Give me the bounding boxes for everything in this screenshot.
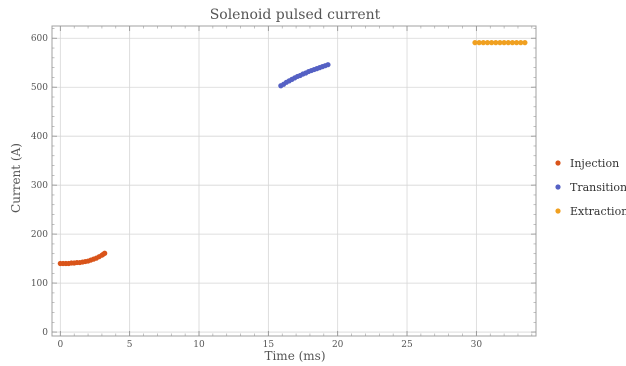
y-tick-label: 200 xyxy=(31,230,48,240)
data-point-transition xyxy=(325,62,331,68)
x-tick-label: 5 xyxy=(127,340,133,350)
data-point-extraction xyxy=(489,40,495,46)
legend-label-injection: Injection xyxy=(570,157,619,170)
data-points xyxy=(57,40,528,267)
data-point-extraction xyxy=(518,40,524,46)
data-point-injection xyxy=(102,250,108,256)
plot-frame xyxy=(51,25,537,337)
y-tick-label: 300 xyxy=(31,181,48,191)
data-point-extraction xyxy=(472,40,478,46)
legend-marker-extraction xyxy=(555,208,561,214)
y-axis-title: Current (A) xyxy=(9,143,23,213)
data-point-extraction xyxy=(522,40,528,46)
legend-label-transition: Transition xyxy=(570,181,626,194)
x-tick-label: 20 xyxy=(332,340,344,350)
data-point-extraction xyxy=(513,40,520,46)
data-point-extraction xyxy=(476,40,482,46)
legend-marker-transition xyxy=(555,184,561,190)
y-tick-label: 400 xyxy=(31,132,48,142)
data-point-extraction xyxy=(497,40,503,46)
x-tick-label: 30 xyxy=(471,340,483,350)
data-point-extraction xyxy=(505,40,511,46)
data-point-extraction xyxy=(484,40,491,46)
y-tick-label: 600 xyxy=(31,34,48,44)
x-tick-label: 25 xyxy=(401,340,413,350)
data-point-extraction xyxy=(509,40,516,46)
legend-marker-injection xyxy=(555,160,561,166)
data-point-extraction xyxy=(493,40,499,46)
data-point-extraction xyxy=(480,40,486,46)
data-point-extraction xyxy=(501,40,507,46)
grid xyxy=(52,26,536,336)
x-tick-label: 15 xyxy=(263,340,275,350)
legend: Injection Transition Extraction xyxy=(555,157,626,218)
legend-label-extraction: Extraction xyxy=(570,205,626,218)
y-tick-label: 500 xyxy=(31,83,48,93)
x-tick-label: 0 xyxy=(57,340,63,350)
y-tick-label: 100 xyxy=(31,279,48,289)
chart-title: Solenoid pulsed current xyxy=(210,7,381,23)
x-tick-label: 10 xyxy=(193,340,205,350)
x-axis-title: Time (ms) xyxy=(264,349,325,363)
y-tick-label: 0 xyxy=(42,328,48,338)
